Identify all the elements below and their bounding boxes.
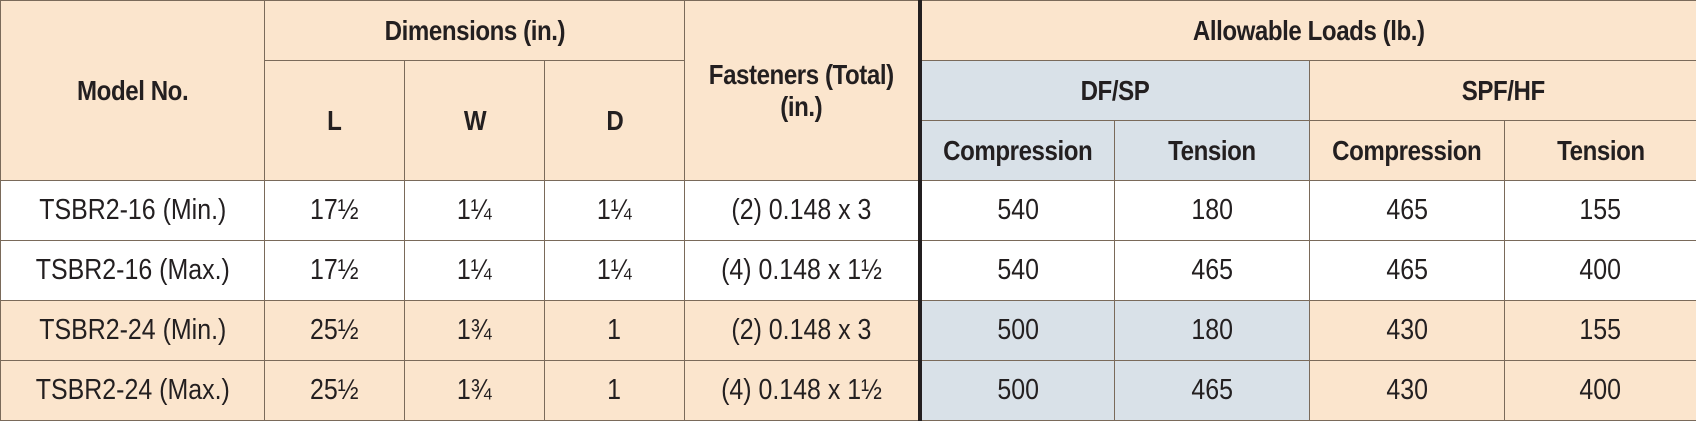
cell-L: 17½ — [264, 240, 405, 301]
header-df-sp: DF/SP — [917, 60, 1310, 121]
cell-spf-compression: 430 — [1309, 300, 1505, 361]
cell-L: 25½ — [264, 300, 405, 361]
header-allowable-loads: Allowable Loads (lb.) — [917, 0, 1696, 61]
header-fasteners: Fasteners (Total) (in.) — [684, 0, 920, 181]
cell-df-tension: 465 — [1114, 360, 1310, 421]
cell-spf-compression: 465 — [1309, 240, 1505, 301]
cell-fasteners: (4) 0.148 x 1½ — [684, 240, 920, 301]
cell-spf-compression: 465 — [1309, 180, 1505, 241]
table-row: TSBR2-24 (Max.) 25½ 1¾ 1 (4) 0.148 x 1½ … — [0, 360, 1696, 421]
cell-df-tension: 180 — [1114, 180, 1310, 241]
cell-W: 1¼ — [404, 180, 545, 241]
cell-df-compression: 500 — [917, 300, 1115, 361]
cell-spf-tension: 155 — [1503, 300, 1696, 361]
cell-L: 25½ — [264, 360, 405, 421]
cell-D: 1 — [544, 360, 685, 421]
cell-W: 1¾ — [404, 300, 545, 361]
cell-df-compression: 540 — [917, 240, 1115, 301]
cell-W: 1¾ — [404, 360, 545, 421]
cell-df-compression: 540 — [917, 180, 1115, 241]
header-spf-compression: Compression — [1309, 120, 1505, 181]
cell-spf-tension: 400 — [1503, 360, 1696, 421]
header-dim-W: W — [404, 60, 545, 181]
cell-L: 17½ — [264, 180, 405, 241]
cell-fasteners: (4) 0.148 x 1½ — [684, 360, 920, 421]
cell-spf-compression: 430 — [1309, 360, 1505, 421]
cell-fasteners: (2) 0.148 x 3 — [684, 300, 920, 361]
header-dim-L: L — [264, 60, 405, 181]
header-dimensions: Dimensions (in.) — [264, 0, 685, 61]
table-row: TSBR2-24 (Min.) 25½ 1¾ 1 (2) 0.148 x 3 5… — [0, 300, 1696, 361]
header-spf-tension: Tension — [1503, 120, 1696, 181]
cell-fasteners: (2) 0.148 x 3 — [684, 180, 920, 241]
cell-model: TSBR2-24 (Min.) — [0, 300, 265, 361]
cell-df-compression: 500 — [917, 360, 1115, 421]
cell-spf-tension: 155 — [1503, 180, 1696, 241]
header-spf-hf: SPF/HF — [1308, 60, 1696, 121]
header-df-compression: Compression — [917, 120, 1115, 181]
cell-spf-tension: 400 — [1503, 240, 1696, 301]
cell-model: TSBR2-24 (Max.) — [0, 360, 265, 421]
table-row: TSBR2-16 (Max.) 17½ 1¼ 1¼ (4) 0.148 x 1½… — [0, 240, 1696, 301]
header-df-tension: Tension — [1114, 120, 1310, 181]
table-row: TSBR2-16 (Min.) 17½ 1¼ 1¼ (2) 0.148 x 3 … — [0, 180, 1696, 241]
header-dim-D: D — [544, 60, 685, 181]
cell-model: TSBR2-16 (Max.) — [0, 240, 265, 301]
cell-model: TSBR2-16 (Min.) — [0, 180, 265, 241]
header-model-no: Model No. — [0, 0, 265, 181]
cell-D: 1¼ — [544, 240, 685, 301]
cell-df-tension: 465 — [1114, 240, 1310, 301]
cell-D: 1 — [544, 300, 685, 361]
cell-D: 1¼ — [544, 180, 685, 241]
cell-W: 1¼ — [404, 240, 545, 301]
cell-df-tension: 180 — [1114, 300, 1310, 361]
